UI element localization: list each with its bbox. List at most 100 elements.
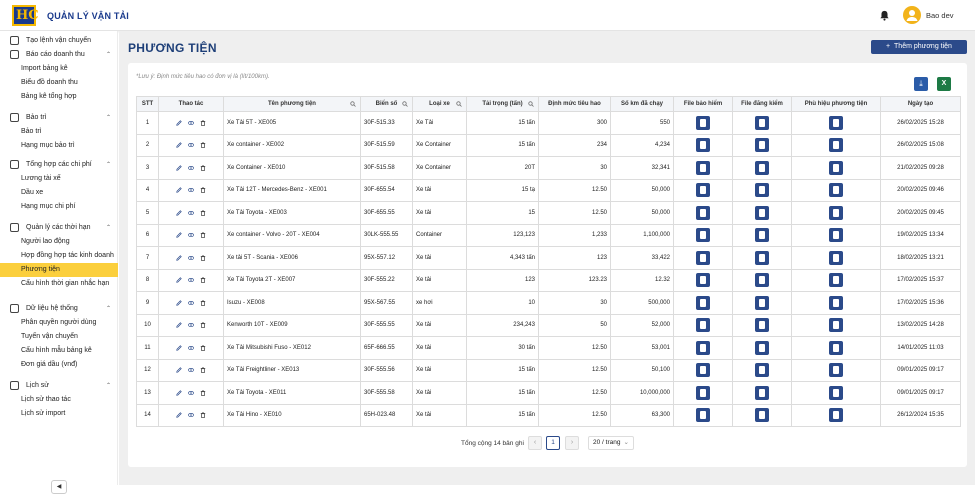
sidebar-item[interactable]: Hạng mục bảo trì [0,139,118,153]
delete-icon[interactable] [200,390,206,396]
delete-icon[interactable] [200,345,206,351]
sidebar-item[interactable]: Hợp đồng hợp tác kinh doanh [0,249,118,263]
search-icon[interactable] [456,101,462,107]
badge-file-button[interactable] [829,183,843,198]
insurance-file-button[interactable] [696,138,710,153]
insurance-file-button[interactable] [696,295,710,310]
edit-icon[interactable] [176,187,182,193]
inspection-file-button[interactable] [755,205,769,220]
sidebar-group[interactable]: Quản lý các thời hạn ⌃ [0,221,118,235]
insurance-file-button[interactable] [696,183,710,198]
page-number-button[interactable]: 1 [546,436,560,450]
view-icon[interactable] [188,412,194,418]
search-icon[interactable] [528,101,534,107]
delete-icon[interactable] [200,187,206,194]
edit-icon[interactable] [176,210,182,216]
insurance-file-button[interactable] [696,363,710,378]
inspection-file-button[interactable] [755,183,769,198]
badge-file-button[interactable] [829,363,843,378]
edit-icon[interactable] [176,322,182,328]
delete-icon[interactable] [200,412,206,419]
delete-icon[interactable] [200,165,206,171]
inspection-file-button[interactable] [755,138,769,153]
badge-file-button[interactable] [829,115,843,130]
badge-file-button[interactable] [829,408,843,423]
edit-icon[interactable] [176,367,182,373]
badge-file-button[interactable] [829,385,843,400]
delete-icon[interactable] [200,142,206,149]
insurance-file-button[interactable] [696,340,710,355]
delete-icon[interactable] [200,322,206,329]
insurance-file-button[interactable] [696,273,710,288]
badge-file-button[interactable] [829,273,843,288]
insurance-file-button[interactable] [696,318,710,333]
inspection-file-button[interactable] [755,340,769,355]
delete-icon[interactable] [200,300,206,306]
sidebar-item[interactable]: Dầu xe [0,186,118,200]
edit-icon[interactable] [176,412,182,418]
sidebar-item[interactable]: Đơn giá dầu (vnđ) [0,358,118,372]
badge-file-button[interactable] [829,318,843,333]
inspection-file-button[interactable] [755,273,769,288]
user-name[interactable]: Bao dev [926,11,954,20]
inspection-file-button[interactable] [755,250,769,265]
inspection-file-button[interactable] [755,115,769,130]
inspection-file-button[interactable] [755,363,769,378]
sidebar-item[interactable]: Biểu đồ doanh thu [0,76,118,90]
inspection-file-button[interactable] [755,408,769,423]
inspection-file-button[interactable] [755,160,769,175]
insurance-file-button[interactable] [696,160,710,175]
edit-icon[interactable] [176,232,182,238]
sidebar-item[interactable]: Cấu hình mẫu bảng kê [0,344,118,358]
edit-icon[interactable] [176,390,182,396]
page-size-select[interactable]: 20 / trang ⌄ [588,436,634,450]
sidebar-group[interactable]: Lịch sử ⌃ [0,379,118,393]
next-page-button[interactable]: › [565,436,579,450]
delete-icon[interactable] [200,255,206,261]
sidebar-item[interactable]: Người lao động [0,235,118,249]
badge-file-button[interactable] [829,138,843,153]
insurance-file-button[interactable] [696,408,710,423]
collapse-sidebar-button[interactable]: ◀ [51,480,67,494]
sidebar-item[interactable]: Tuyến vận chuyển [0,330,118,344]
sidebar-item[interactable]: Cấu hình thời gian nhắc hạn [0,277,118,291]
delete-icon[interactable] [200,277,206,284]
view-icon[interactable] [188,210,194,216]
sidebar-item[interactable]: Lương tài xế [0,172,118,186]
view-icon[interactable] [188,322,194,328]
download-button[interactable]: ⤓ [914,77,928,91]
badge-file-button[interactable] [829,228,843,243]
sidebar-item[interactable]: Lịch sử import [0,407,118,421]
app-logo[interactable]: HC [12,5,39,26]
insurance-file-button[interactable] [696,205,710,220]
badge-file-button[interactable] [829,295,843,310]
sidebar-item[interactable]: Phân quyền người dùng [0,316,118,330]
edit-icon[interactable] [176,345,182,351]
insurance-file-button[interactable] [696,115,710,130]
search-icon[interactable] [350,101,356,107]
view-icon[interactable] [188,367,194,373]
inspection-file-button[interactable] [755,318,769,333]
sidebar-group[interactable]: Báo cáo doanh thu ⌃ [0,48,118,62]
delete-icon[interactable] [200,232,206,239]
view-icon[interactable] [188,300,194,306]
sidebar-item[interactable]: Hạng mục chi phí [0,200,118,214]
delete-icon[interactable] [200,120,206,126]
insurance-file-button[interactable] [696,250,710,265]
insurance-file-button[interactable] [696,228,710,243]
avatar[interactable] [903,6,921,24]
badge-file-button[interactable] [829,205,843,220]
edit-icon[interactable] [176,120,182,126]
view-icon[interactable] [188,187,194,193]
sidebar-item[interactable]: Phương tiện [0,263,118,277]
view-icon[interactable] [188,255,194,261]
badge-file-button[interactable] [829,340,843,355]
sidebar-item[interactable]: Import bảng kê [0,62,118,76]
sidebar-item[interactable]: Bảng kê tổng hợp [0,90,118,104]
delete-icon[interactable] [200,367,206,374]
edit-icon[interactable] [176,300,182,306]
sidebar-item[interactable]: Bảo trì [0,125,118,139]
inspection-file-button[interactable] [755,228,769,243]
bell-icon[interactable] [879,10,890,21]
sidebar-item[interactable]: Lịch sử thao tác [0,393,118,407]
